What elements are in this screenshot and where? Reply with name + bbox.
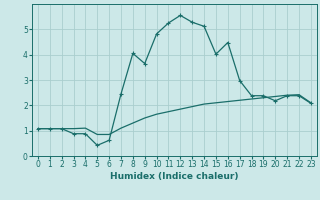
X-axis label: Humidex (Indice chaleur): Humidex (Indice chaleur): [110, 172, 239, 181]
